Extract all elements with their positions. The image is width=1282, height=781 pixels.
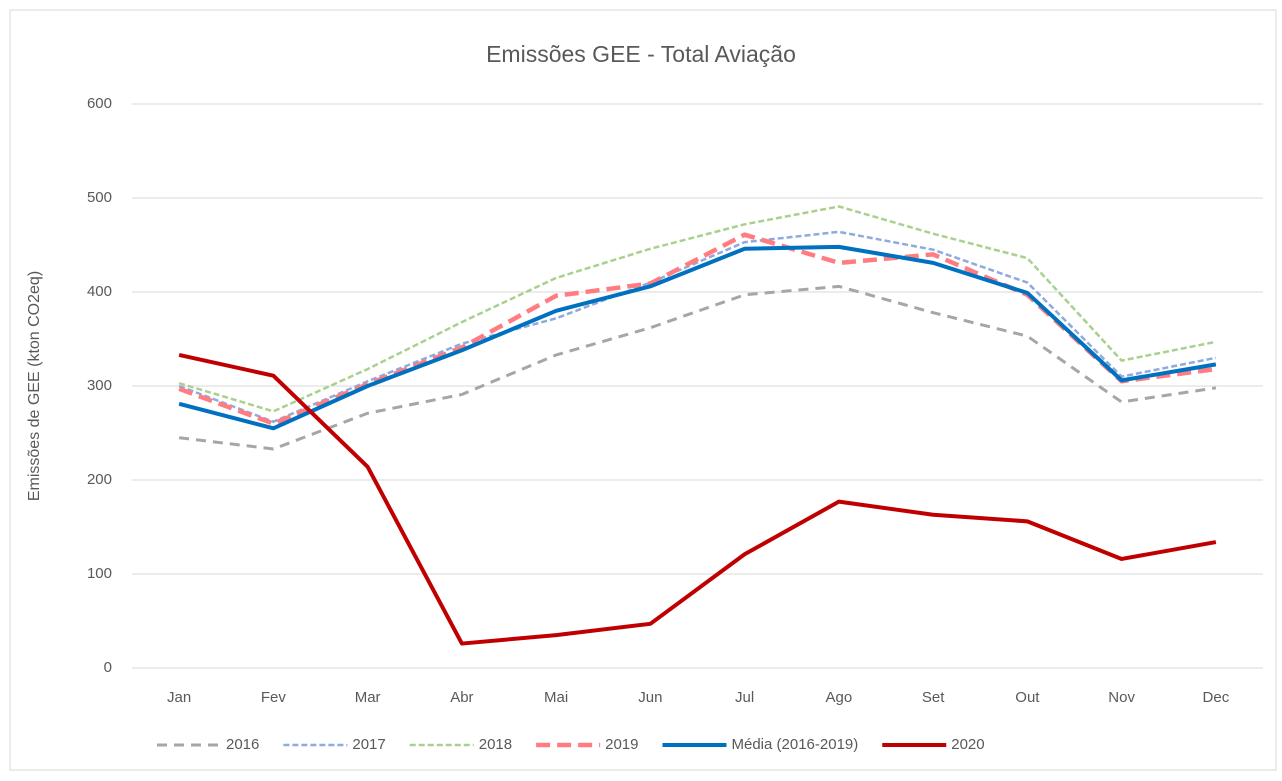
series-line [178,230,1217,423]
x-tick-label: Set [922,689,945,706]
series-line [178,284,1217,451]
x-tick-label: Nov [1108,689,1135,706]
legend-label: 2020 [951,736,984,753]
y-tick-label: 100 [87,565,112,582]
x-tick-label: Fev [261,689,287,706]
x-tick-label: Dec [1203,689,1230,706]
x-tick-label: Abr [450,689,473,706]
legend-label: Média (2016-2019) [732,736,859,753]
legend-label: 2018 [479,736,512,753]
y-tick-label: 400 [87,283,112,300]
y-tick-label: 0 [104,659,112,676]
x-tick-label: Jun [638,689,662,706]
y-tick-label: 500 [87,189,112,206]
x-tick-label: Out [1015,689,1040,706]
x-tick-label: Jan [167,689,191,706]
x-tick-label: Ago [826,689,853,706]
chart-title: Emissões GEE - Total Aviação [486,41,796,67]
y-axis-label: Emissões de GEE (kton CO2eq) [26,271,43,501]
chart-border [9,9,1277,771]
series-line [178,205,1217,413]
legend-label: 2016 [226,736,259,753]
y-tick-label: 600 [87,95,112,112]
x-tick-label: Mar [355,689,381,706]
x-tick-label: Mai [544,689,568,706]
series-line [178,353,1217,646]
legend-label: 2017 [352,736,385,753]
y-tick-label: 200 [87,471,112,488]
x-tick-label: Jul [735,689,754,706]
y-tick-label: 300 [87,377,112,394]
legend-label: 2019 [605,736,638,753]
series-line [178,244,1217,431]
